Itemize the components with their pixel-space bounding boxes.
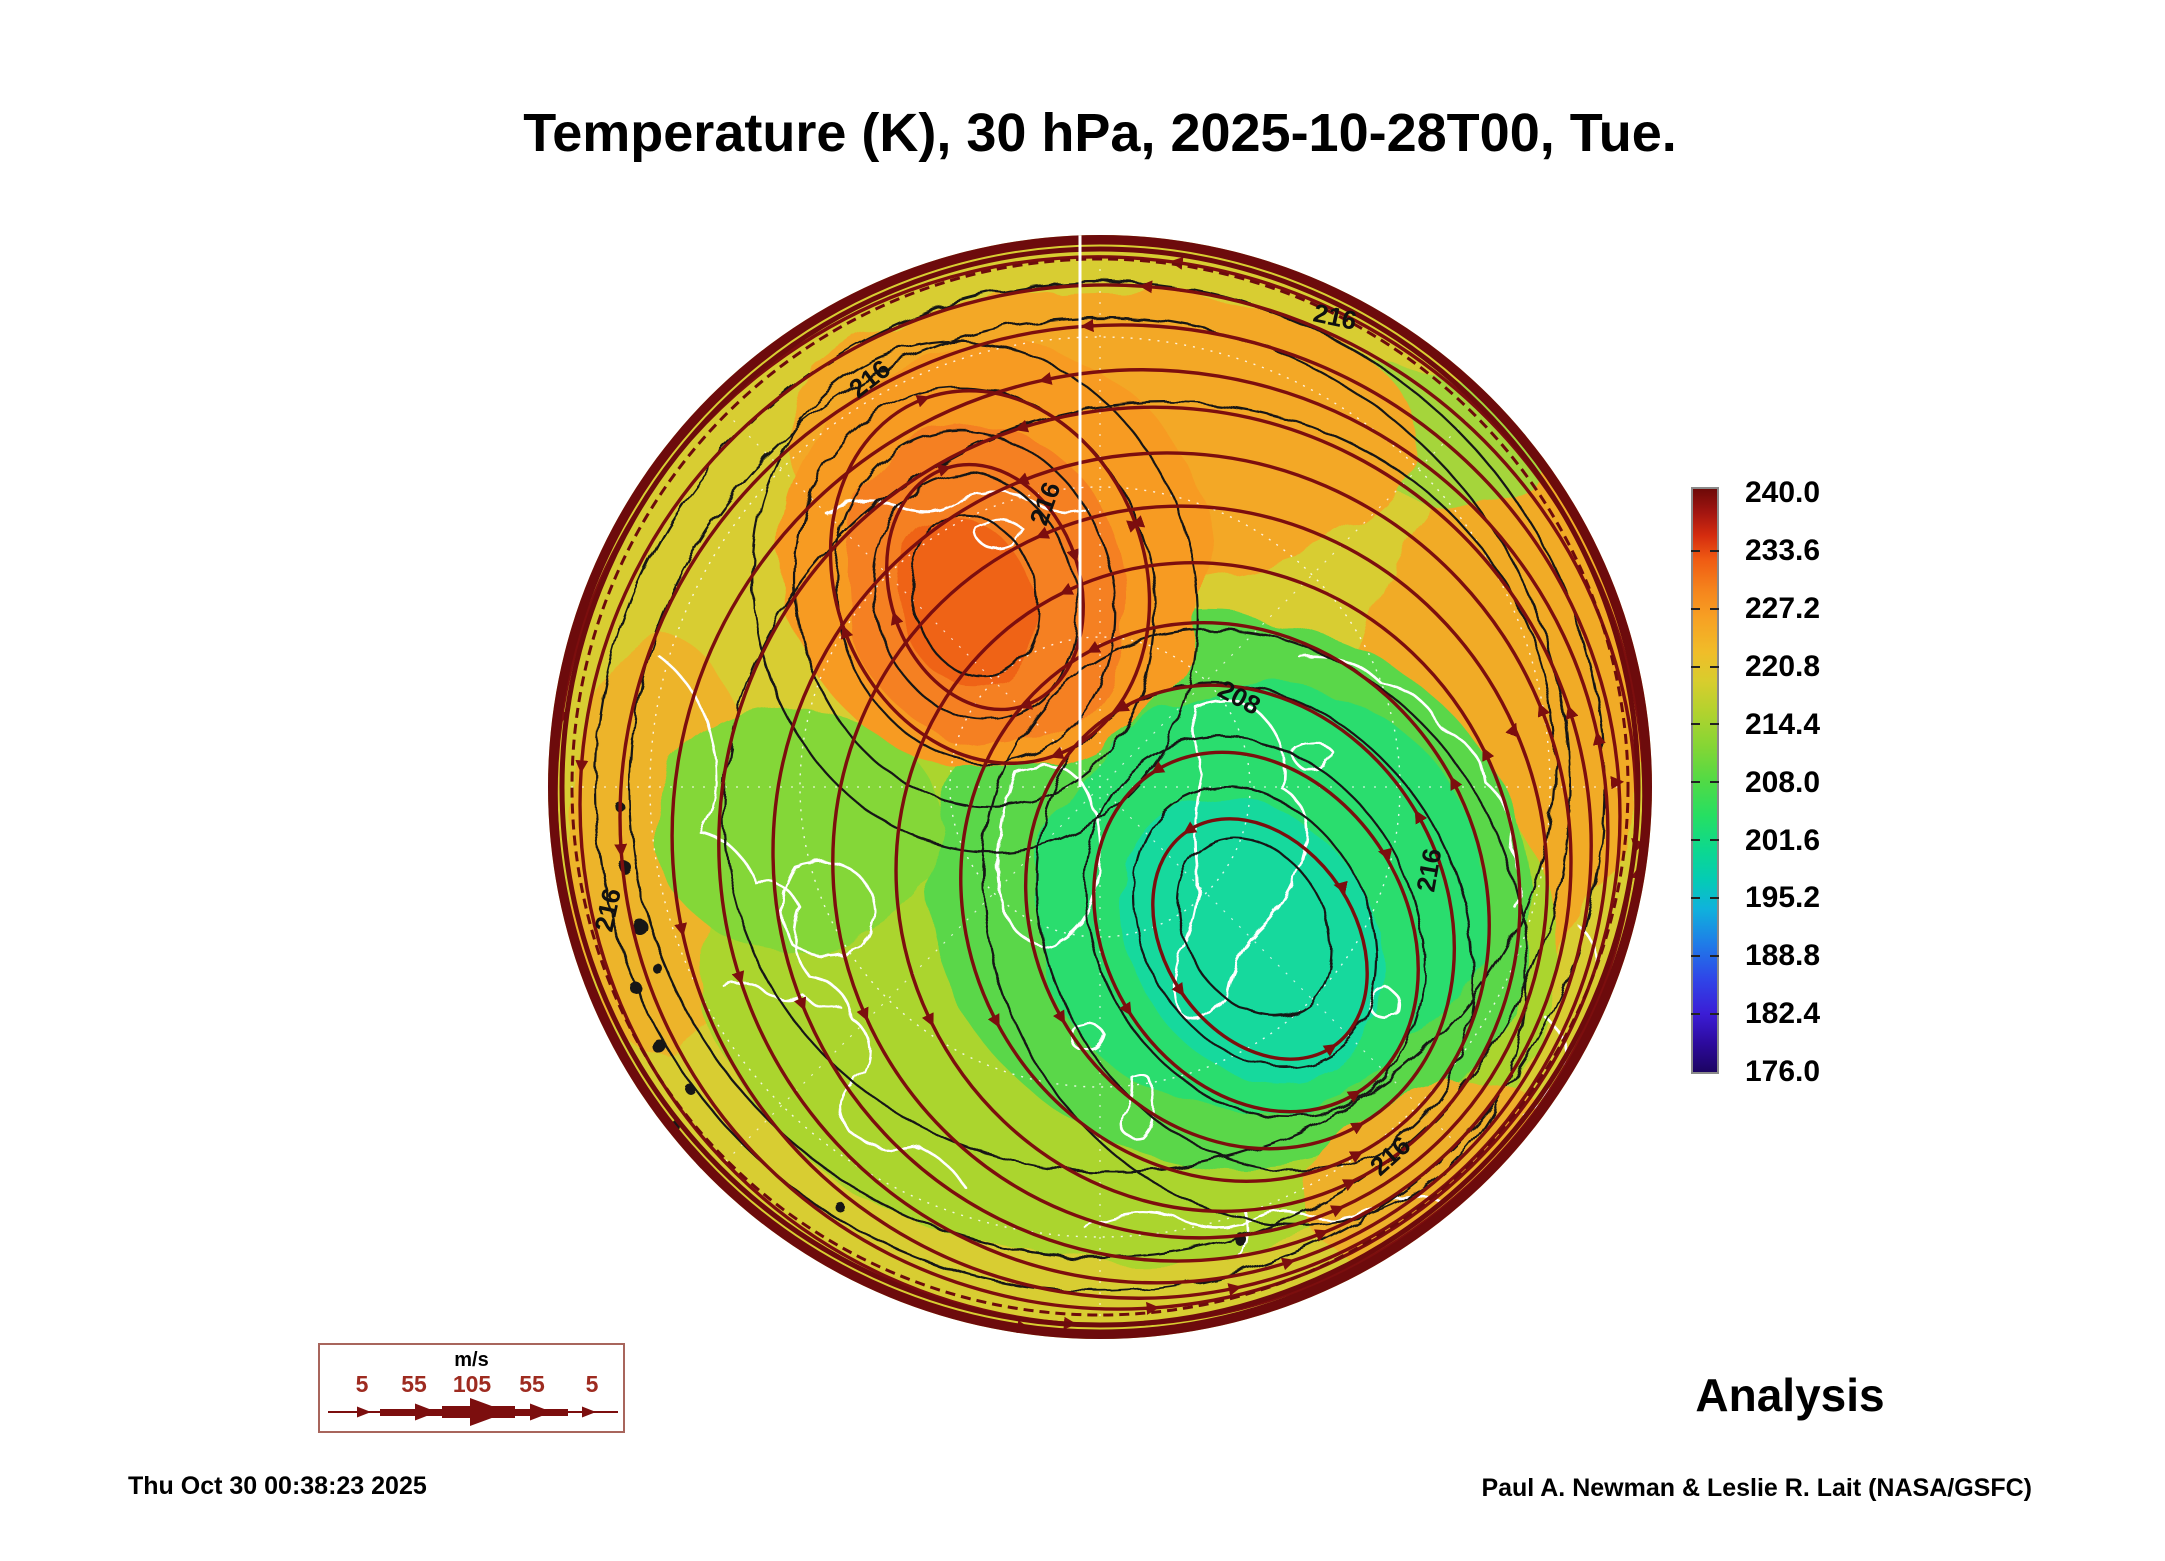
map-rim-band [548,235,1652,1339]
wind-legend-value: 55 [519,1371,545,1397]
colorbar-label: 201.6 [1745,824,1821,857]
credit-line: Paul A. Newman & Leslie R. Lait (NASA/GS… [1481,1474,2032,1502]
svg-text:216: 216 [1410,846,1447,894]
colorbar-label: 182.4 [1745,997,1821,1030]
colorbar-label: 176.0 [1745,1055,1821,1088]
polar-map: 216 216 216 216 216 216 208 [540,227,1660,1347]
colorbar-label: 240.0 [1745,476,1821,509]
wind-legend-value: 5 [585,1371,599,1397]
generation-timestamp: Thu Oct 30 00:38:23 2025 [128,1472,427,1500]
colorbar-label: 195.2 [1745,881,1821,914]
wind-legend-units-label: m/s [454,1349,489,1371]
colorbar-label: 208.0 [1745,766,1821,799]
map-svg: 216 216 216 216 216 216 208 [548,235,1652,1339]
colorbar-label: 233.6 [1745,534,1821,567]
analysis-label: Analysis [1695,1369,1885,1421]
wind-arrow-scale-icon [328,1398,618,1426]
page-title: Temperature (K), 30 hPa, 2025-10-28T00, … [523,103,1677,163]
colorbar-label: 188.8 [1745,939,1821,972]
colorbar-ticks [1691,550,1719,1015]
colorbar-label: 220.8 [1745,650,1821,683]
wind-legend-value: 105 [452,1371,492,1397]
colorbar [1691,487,1719,1074]
wind-legend-value: 5 [355,1371,369,1397]
wind-legend-value: 55 [401,1371,427,1397]
wind-speed-legend: m/s 5 55 105 55 5 [318,1343,625,1433]
colorbar-label: 227.2 [1745,592,1821,625]
colorbar-label: 214.4 [1745,708,1821,741]
